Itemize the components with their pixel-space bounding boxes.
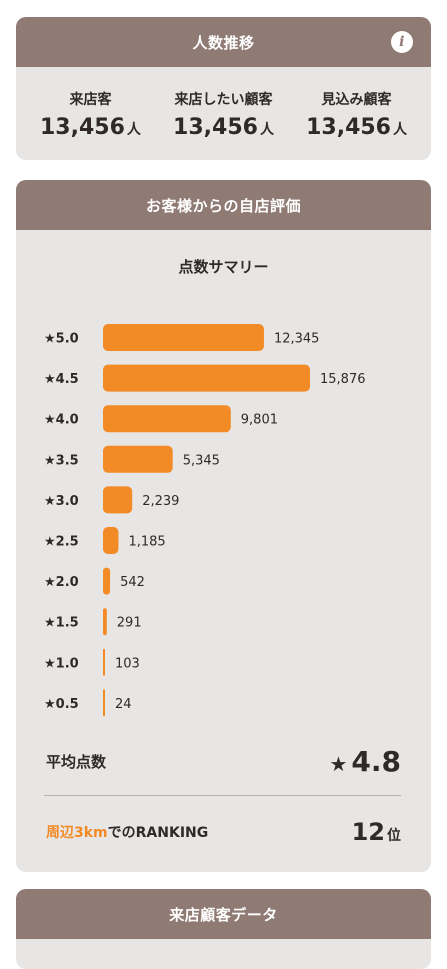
stat-wish-visitors: 来店したい顧客 13,456 人	[173, 89, 274, 140]
bar-category-label: ★4.0	[44, 413, 79, 428]
bar-category-label: ★4.5	[44, 372, 79, 387]
visitor-trend-title: 人数推移	[192, 33, 255, 52]
ranking-area: 周辺3km	[46, 825, 108, 841]
bar-category-label: ★0.5	[44, 697, 79, 712]
bar-category-label: ★1.0	[44, 656, 79, 671]
bar-category-label: ★3.0	[44, 494, 79, 509]
ranking-number: 12	[351, 818, 385, 846]
ranking-label: 周辺3kmでのRANKING	[46, 822, 208, 842]
summary-title: 点数サマリー	[178, 258, 269, 276]
bar-value-label: 542	[120, 575, 145, 590]
rating-bar	[103, 648, 105, 676]
ranking-text: でのRANKING	[107, 825, 209, 841]
rating-title: お客様からの自店評価	[145, 196, 301, 215]
ranking-value: 12 位	[352, 818, 401, 846]
rating-bar	[103, 486, 133, 514]
rating-bar	[103, 527, 119, 554]
bar-value-label: 103	[115, 656, 140, 671]
bar-value-label: 5,345	[183, 453, 220, 468]
stat-value: 13,456 人	[40, 115, 141, 140]
bar-category-label: ★1.5	[44, 616, 79, 631]
bar-category-label: ★3.5	[44, 453, 79, 468]
stat-visitors: 来店客 13,456 人	[40, 89, 141, 140]
bar-category-label: ★2.0	[44, 575, 79, 590]
divider	[44, 795, 401, 796]
stat-value: 13,456 人	[306, 115, 407, 140]
rating-bar	[103, 364, 310, 392]
rating-bar	[103, 445, 173, 473]
ranking-unit: 位	[387, 828, 401, 844]
rating-bar	[103, 608, 107, 636]
customer-data-card: 来店顧客データ	[16, 889, 431, 969]
bar-value-label: 15,876	[320, 372, 366, 387]
visitor-trend-card: 人数推移 i 来店客 13,456 人 来店したい顧客 13,456 人 見込み顧客…	[16, 17, 431, 160]
bar-value-label: 12,345	[274, 332, 320, 347]
ranking-row: 周辺3kmでのRANKING 12 位	[46, 818, 401, 846]
stat-number: 13,456	[173, 115, 258, 140]
customer-data-title: 来店顧客データ	[169, 905, 278, 924]
bar-value-label: 9,801	[241, 413, 278, 428]
stat-unit: 人	[393, 122, 407, 138]
visitor-stats: 来店客 13,456 人 来店したい顧客 13,456 人 見込み顧客 13,456…	[16, 89, 431, 140]
stat-label: 来店したい顧客	[174, 92, 273, 108]
rating-bar	[103, 405, 231, 433]
bar-value-label: 24	[115, 697, 132, 712]
star-icon: ★	[329, 752, 348, 776]
bar-value-label: 1,185	[128, 535, 165, 550]
stat-prospects: 見込み顧客 13,456 人	[306, 89, 407, 140]
stat-unit: 人	[259, 122, 274, 138]
average-score-row: 平均点数 ★ 4.8	[46, 745, 401, 778]
rating-bar	[103, 567, 111, 595]
stat-number: 13,456	[40, 115, 125, 140]
visitor-trend-header: 人数推移 i	[16, 17, 431, 67]
customer-data-header[interactable]: 来店顧客データ	[16, 889, 431, 939]
rating-header: お客様からの自店評価	[16, 180, 431, 230]
stat-label: 来店客	[69, 92, 112, 108]
average-score-number: 4.8	[351, 745, 401, 778]
average-score-label: 平均点数	[46, 753, 107, 771]
bar-category-label: ★2.5	[44, 535, 79, 550]
rating-bar	[103, 689, 105, 717]
info-icon[interactable]: i	[391, 31, 413, 53]
average-score-value: ★ 4.8	[329, 745, 401, 778]
bar-value-label: 2,239	[142, 494, 179, 509]
stat-unit: 人	[126, 122, 141, 138]
stat-number: 13,456	[306, 115, 391, 140]
rating-bar-chart: ★5.0 12,345 ★4.5 15,876 ★4.0 9,801 ★3.5 5,345 ★3…	[44, 324, 366, 717]
rating-bar	[103, 324, 264, 351]
bar-category-label: ★5.0	[44, 332, 79, 347]
bar-value-label: 291	[117, 616, 142, 631]
stat-label: 見込み顧客	[321, 92, 392, 108]
stat-value: 13,456 人	[173, 115, 274, 140]
rating-card: お客様からの自店評価 点数サマリー ★5.0 12,345 ★4.5 15,876 ★4…	[16, 180, 431, 872]
